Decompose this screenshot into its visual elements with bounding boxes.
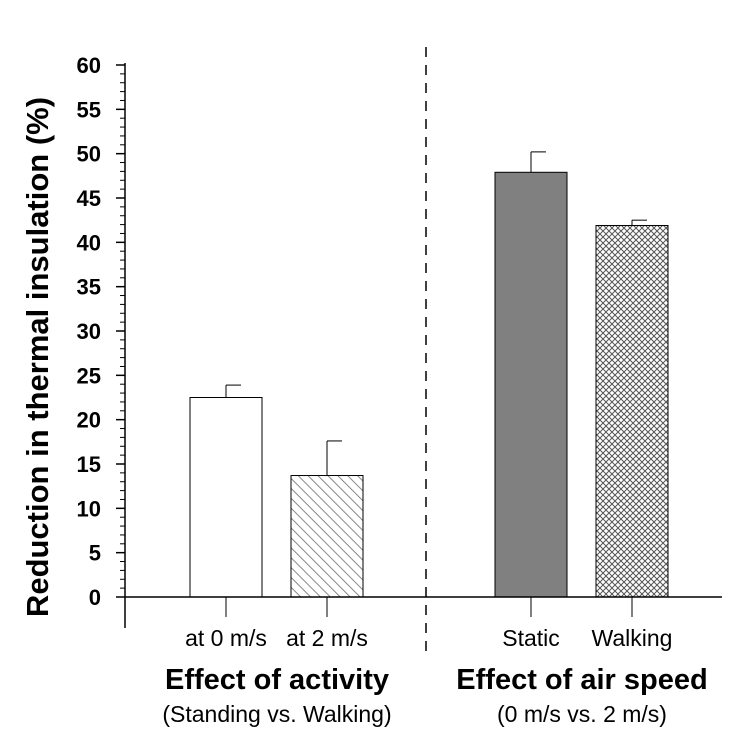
y-tick-label: 30 (77, 319, 101, 344)
bar (290, 475, 364, 598)
category-label: Walking (592, 625, 673, 651)
group-title: Effect of activity (165, 664, 389, 696)
y-tick-label: 45 (77, 186, 101, 211)
group-title: Effect of air speed (456, 664, 707, 696)
y-tick-label: 40 (77, 230, 101, 255)
y-tick-label: 55 (77, 97, 101, 122)
category-labels: at 0 m/s at 2 m/s Static Walking Effect of a… (162, 625, 707, 727)
error-bars (225, 151, 647, 476)
bars (189, 171, 669, 598)
y-tick-label: 20 (77, 408, 101, 433)
axes (124, 47, 722, 655)
y-tick-label: 35 (77, 275, 101, 300)
y-tick-label: 5 (89, 541, 101, 566)
y-tick-label: 50 (77, 142, 101, 167)
bar (595, 224, 669, 598)
group-subtitle: (Standing vs. Walking) (162, 701, 391, 727)
category-label: Static (502, 625, 560, 651)
bar (494, 171, 568, 598)
y-tick-label: 0 (89, 585, 101, 610)
bar (189, 397, 263, 598)
category-label: at 0 m/s (185, 625, 267, 651)
category-label: at 2 m/s (286, 625, 368, 651)
y-axis-title: Reduction in thermal insulation (%) (20, 97, 55, 617)
group-subtitle: (0 m/s vs. 2 m/s) (497, 701, 667, 727)
y-tick-label: 60 (77, 53, 101, 78)
y-tick-label: 25 (77, 363, 101, 388)
y-axis-ticks: 0 5 10 15 20 25 30 35 40 45 50 55 60 (77, 53, 125, 610)
y-tick-label: 15 (77, 452, 101, 477)
y-tick-label: 10 (77, 496, 101, 521)
